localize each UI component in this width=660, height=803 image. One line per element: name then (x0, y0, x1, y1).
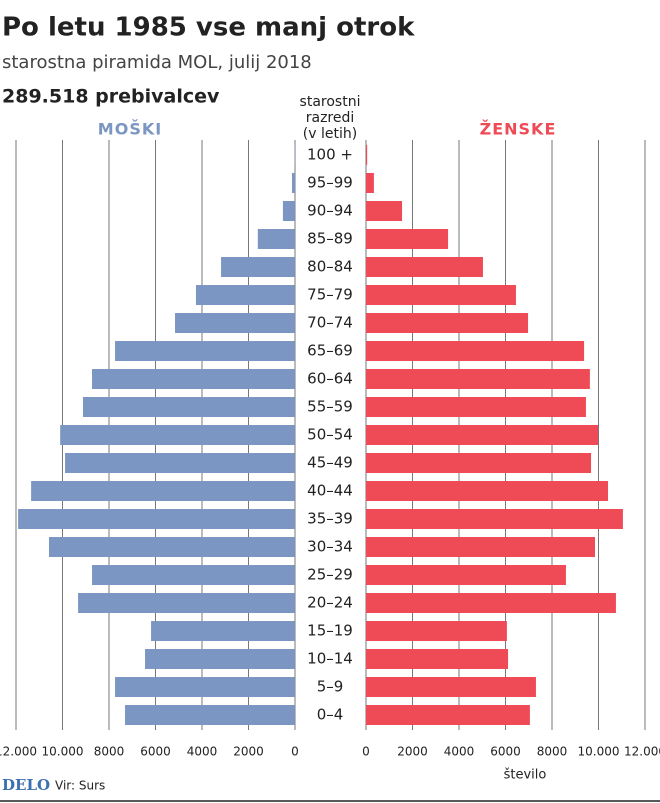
bar (366, 481, 609, 501)
category-label: 90–94 (307, 202, 353, 220)
category-label: 25–29 (307, 566, 353, 584)
bar (92, 369, 295, 389)
category-label: 70–74 (307, 314, 353, 332)
bar (366, 229, 449, 249)
bar (366, 285, 516, 305)
category-label: 0–4 (317, 706, 344, 724)
bar (366, 145, 368, 165)
x-tick-label: 10.000 (42, 745, 84, 759)
bar (60, 425, 295, 445)
category-label: 40–44 (307, 482, 353, 500)
bar (151, 621, 295, 641)
subtitle: starostna piramida MOL, julij 2018 (2, 52, 312, 73)
bar (366, 201, 403, 221)
x-tick-label: 12.000 (624, 745, 660, 759)
bar (366, 621, 507, 641)
bar (175, 313, 295, 333)
bar (366, 649, 509, 669)
bar (125, 705, 295, 725)
category-label: 55–59 (307, 398, 353, 416)
bar (65, 453, 296, 473)
x-tick-label: 8000 (94, 745, 125, 759)
category-label: 60–64 (307, 370, 353, 388)
source: Vir: Surs (55, 779, 105, 793)
bar (49, 537, 295, 557)
bar (366, 453, 592, 473)
bar (366, 565, 566, 585)
bar (78, 593, 295, 613)
bar (282, 201, 295, 221)
category-label: 30–34 (307, 538, 353, 556)
bar (115, 677, 295, 697)
bar (18, 509, 296, 529)
bar (366, 369, 590, 389)
bar (221, 257, 295, 277)
bar (257, 229, 295, 249)
x-tick-label: 6000 (490, 745, 521, 759)
bar (366, 425, 599, 445)
category-label: 100 + (307, 146, 353, 164)
bar (366, 173, 374, 193)
category-label: 50–54 (307, 426, 353, 444)
x-tick-label: 12.000 (0, 745, 37, 759)
brand: DELO (2, 776, 50, 794)
chart-title: Po letu 1985 vse manj otrok (2, 13, 415, 43)
x-tick-label: 0 (291, 745, 299, 759)
x-tick-label: 4000 (187, 745, 218, 759)
category-label: 35–39 (307, 510, 353, 528)
x-tick-label: 6000 (140, 745, 171, 759)
bar (31, 481, 296, 501)
bar (82, 397, 296, 417)
bar (366, 537, 596, 557)
x-tick-label: 10.000 (578, 745, 620, 759)
x-tick-label: 0 (362, 745, 370, 759)
category-label: 75–79 (307, 286, 353, 304)
legend-label: ŽENSKE (480, 120, 557, 139)
bar (92, 565, 295, 585)
bar (366, 705, 530, 725)
bar (366, 677, 536, 697)
category-label: 15–19 (307, 622, 353, 640)
x-tick-label: 2000 (233, 745, 264, 759)
bar (366, 509, 623, 529)
x-tick-label: 8000 (537, 745, 568, 759)
bar (115, 341, 295, 361)
bar (291, 173, 295, 193)
x-tick-label: 4000 (444, 745, 475, 759)
category-label: 20–24 (307, 594, 353, 612)
category-label: 65–69 (307, 342, 353, 360)
category-label: 95–99 (307, 174, 353, 192)
bar (366, 257, 483, 277)
bar (145, 649, 295, 669)
category-label: 80–84 (307, 258, 353, 276)
bar (366, 593, 616, 613)
category-label: 45–49 (307, 454, 353, 472)
center-label: (v letih) (303, 126, 357, 142)
category-label: 5–9 (317, 678, 344, 696)
legend-label: MOŠKI (98, 120, 162, 139)
bar (366, 341, 585, 361)
center-label: starostni (300, 94, 361, 110)
x-axis-label: število (504, 768, 547, 783)
center-label: razredi (306, 110, 355, 126)
bar (366, 397, 586, 417)
bar (366, 313, 529, 333)
annotation: 289.518 prebivalcev (2, 86, 220, 108)
category-label: 85–89 (307, 230, 353, 248)
bar (195, 285, 295, 305)
category-label: 10–14 (307, 650, 353, 668)
x-tick-label: 2000 (397, 745, 428, 759)
